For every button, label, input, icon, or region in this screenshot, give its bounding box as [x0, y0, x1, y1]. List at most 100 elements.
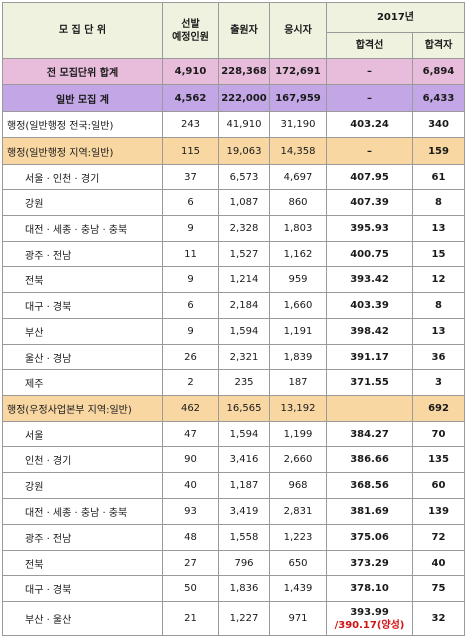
- cell-takers: 1,191: [269, 318, 327, 345]
- cell-takers: 860: [269, 189, 327, 216]
- cell-takers: 1,839: [269, 344, 327, 370]
- cell-cutoff: 403.24: [326, 111, 413, 138]
- table-row: 광주 · 전남 11 1,527 1,162 400.75 15: [2, 241, 465, 267]
- cell-planned: 40: [162, 472, 219, 499]
- cell-passers: 6,894: [412, 58, 465, 85]
- row-label: 행정(일반행정 전국:일반): [2, 111, 163, 138]
- cell-planned: 4,562: [162, 84, 219, 112]
- cell-passers: 13: [412, 215, 465, 242]
- cell-planned: 115: [162, 137, 219, 165]
- cell-passers: 70: [412, 421, 465, 447]
- cell-applicants: 1,527: [218, 241, 270, 267]
- cell-applicants: 1,227: [218, 601, 270, 636]
- cell-passers: 135: [412, 446, 465, 473]
- cell-cutoff: 384.27: [326, 421, 413, 447]
- cell-applicants: 1,594: [218, 318, 270, 345]
- cell-takers: 167,959: [269, 84, 327, 112]
- cell-applicants: 1,558: [218, 524, 270, 551]
- cell-cutoff: 400.75: [326, 241, 413, 267]
- cell-applicants: 2,184: [218, 292, 270, 319]
- header-passers: 합격자: [412, 31, 465, 60]
- cell-passers: 12: [412, 266, 465, 293]
- table-row: 전북 9 1,214 959 393.42 12: [2, 266, 465, 293]
- row-label: 부산 · 울산: [2, 601, 163, 636]
- cell-takers: 1,660: [269, 292, 327, 319]
- cell-planned: 9: [162, 215, 219, 242]
- row-label: 일반 모집 계: [2, 84, 163, 112]
- cell-cutoff: 378.10: [326, 575, 413, 602]
- header-takers: 응시자: [269, 2, 327, 59]
- cell-passers: 40: [412, 550, 465, 576]
- cell-takers: 31,190: [269, 111, 327, 138]
- header-planned: 선발 예정인원: [162, 2, 219, 59]
- cell-cutoff: [326, 395, 413, 422]
- table-row: 서울 · 인천 · 경기 37 6,573 4,697 407.95 61: [2, 164, 465, 190]
- cell-applicants: 235: [218, 369, 270, 396]
- header-applicants: 출원자: [218, 2, 270, 59]
- cell-cutoff: 391.17: [326, 344, 413, 370]
- cell-takers: 1,199: [269, 421, 327, 447]
- row-label: 부산: [2, 318, 163, 345]
- cell-planned: 27: [162, 550, 219, 576]
- row-label: 강원: [2, 472, 163, 499]
- cell-cutoff: 403.39: [326, 292, 413, 319]
- row-label: 전북: [2, 550, 163, 576]
- cell-takers: 4,697: [269, 164, 327, 190]
- table-row: 부산 9 1,594 1,191 398.42 13: [2, 318, 465, 345]
- row-label: 대구 · 경북: [2, 575, 163, 602]
- table-row: 제주 2 235 187 371.55 3: [2, 369, 465, 396]
- table-row: 강원 6 1,087 860 407.39 8: [2, 189, 465, 216]
- cutoff-value: 393.99: [350, 606, 389, 618]
- cell-takers: 959: [269, 266, 327, 293]
- cell-takers: 971: [269, 601, 327, 636]
- header-unit: 모 집 단 위: [2, 2, 163, 59]
- table-row: 대전 · 세종 · 충남 · 충북 9 2,328 1,803 395.93 13: [2, 215, 465, 242]
- cell-planned: 90: [162, 446, 219, 473]
- cell-planned: 21: [162, 601, 219, 636]
- cell-planned: 4,910: [162, 58, 219, 85]
- cell-cutoff: 371.55: [326, 369, 413, 396]
- cell-takers: 2,831: [269, 498, 327, 525]
- cell-planned: 6: [162, 292, 219, 319]
- cell-takers: 14,358: [269, 137, 327, 165]
- cell-passers: 75: [412, 575, 465, 602]
- cell-passers: 32: [412, 601, 465, 636]
- cell-applicants: 3,419: [218, 498, 270, 525]
- cell-cutoff: 393.99/390.17(양성): [326, 601, 413, 636]
- table-row: 인천 · 경기 90 3,416 2,660 386.66 135: [2, 446, 465, 473]
- cell-takers: 1,803: [269, 215, 327, 242]
- cutoff-note: /390.17(양성): [334, 619, 405, 631]
- cell-applicants: 1,087: [218, 189, 270, 216]
- cell-takers: 1,223: [269, 524, 327, 551]
- cell-planned: 9: [162, 266, 219, 293]
- cell-cutoff: 368.56: [326, 472, 413, 499]
- cell-passers: 72: [412, 524, 465, 551]
- cell-planned: 48: [162, 524, 219, 551]
- row-label: 울산 · 경남: [2, 344, 163, 370]
- cell-cutoff: 375.06: [326, 524, 413, 551]
- row-label: 서울 · 인천 · 경기: [2, 164, 163, 190]
- row-label: 서울: [2, 421, 163, 447]
- cell-passers: 13: [412, 318, 465, 345]
- cell-applicants: 228,368: [218, 58, 270, 85]
- row-label: 인천 · 경기: [2, 446, 163, 473]
- cell-planned: 26: [162, 344, 219, 370]
- cell-takers: 650: [269, 550, 327, 576]
- cell-cutoff: –: [326, 84, 413, 112]
- table-row: 대전 · 세종 · 충남 · 충북 93 3,419 2,831 381.69 139: [2, 498, 465, 525]
- cell-applicants: 41,910: [218, 111, 270, 138]
- cell-planned: 93: [162, 498, 219, 525]
- table-row: 서울 47 1,594 1,199 384.27 70: [2, 421, 465, 447]
- table-row: 부산 · 울산 21 1,227 971 393.99/390.17(양성) 32: [2, 601, 465, 636]
- header-row-top: 모 집 단 위 선발 예정인원 출원자 응시자 2017년: [2, 2, 465, 59]
- cell-planned: 37: [162, 164, 219, 190]
- row-label: 대구 · 경북: [2, 292, 163, 319]
- cell-applicants: 19,063: [218, 137, 270, 165]
- cell-applicants: 16,565: [218, 395, 270, 422]
- cell-passers: 15: [412, 241, 465, 267]
- row-label: 광주 · 전남: [2, 524, 163, 551]
- cell-planned: 50: [162, 575, 219, 602]
- cell-planned: 9: [162, 318, 219, 345]
